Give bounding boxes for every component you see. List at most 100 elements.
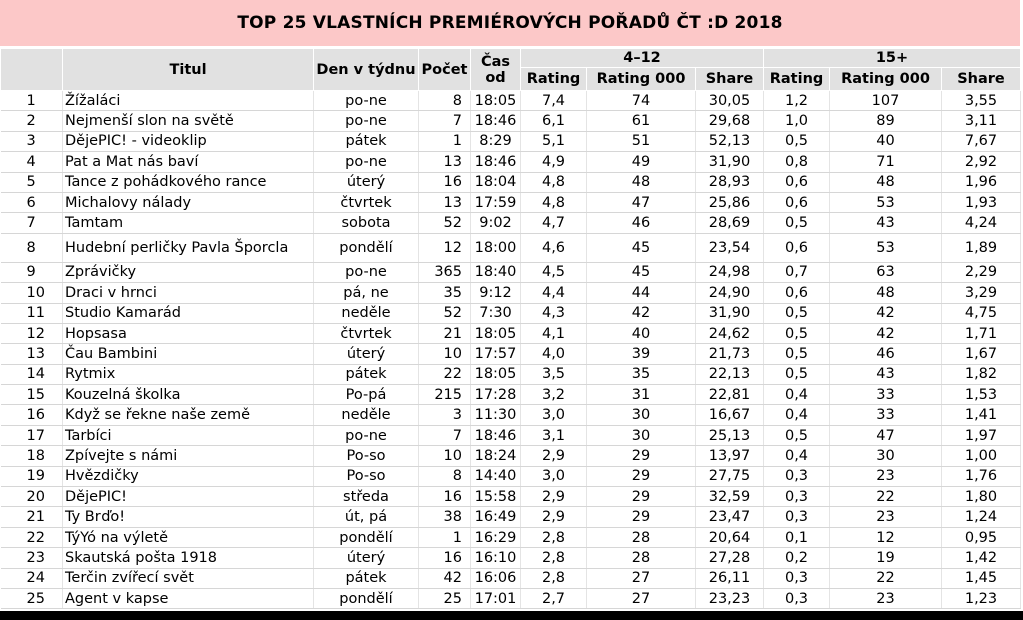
cell-cas: 18:46 bbox=[470, 425, 521, 447]
cell-adults-share: 1,53 bbox=[941, 384, 1021, 406]
cell-den: úterý bbox=[313, 343, 419, 365]
cell-titul: Rytmix bbox=[62, 364, 314, 386]
cell-adults-rating: 0,5 bbox=[763, 131, 830, 153]
cell-cas: 17:57 bbox=[470, 343, 521, 365]
cell-kids-share: 24,90 bbox=[695, 282, 764, 304]
cell-titul: DějePIC! - videoklip bbox=[62, 131, 314, 153]
table-row: 16 Když se řekne naše země neděle 3 11:30 3,0… bbox=[0, 404, 1021, 426]
cell-kids-share: 22,13 bbox=[695, 364, 764, 386]
cell-kids-rating000: 27 bbox=[586, 568, 696, 589]
cell-titul: Hudební perličky Pavla Šporcla bbox=[62, 233, 314, 263]
cell-den: neděle bbox=[313, 404, 419, 426]
table-row: 22 TýYó na výletě pondělí 1 16:29 2,8 28 20,64 0… bbox=[0, 527, 1021, 549]
header-adults-rating000: Rating 000 bbox=[829, 67, 942, 91]
cell-kids-rating: 3,1 bbox=[520, 425, 587, 447]
cell-den: po-ne bbox=[313, 151, 419, 173]
cell-kids-rating: 2,8 bbox=[520, 568, 587, 589]
cell-adults-rating: 0,6 bbox=[763, 282, 830, 304]
cell-adults-rating: 0,6 bbox=[763, 172, 830, 193]
cell-rank: 8 bbox=[0, 233, 63, 263]
cell-adults-rating: 0,3 bbox=[763, 486, 830, 508]
cell-pocet: 8 bbox=[418, 90, 471, 112]
cell-titul: Čau Bambini bbox=[62, 343, 314, 365]
table-row: 20 DějePIC! středa 16 15:58 2,9 29 32,59 0,3 22 1,… bbox=[0, 486, 1021, 508]
cell-pocet: 13 bbox=[418, 192, 471, 214]
cell-rank: 5 bbox=[0, 172, 63, 193]
cell-cas: 16:10 bbox=[470, 547, 521, 569]
cell-den: pondělí bbox=[313, 588, 419, 610]
cell-adults-rating000: 23 bbox=[829, 466, 942, 488]
cell-den: po-ne bbox=[313, 262, 419, 284]
cell-adults-share: 4,24 bbox=[941, 212, 1021, 234]
cell-titul: Zpívejte s námi bbox=[62, 445, 314, 467]
cell-kids-rating000: 51 bbox=[586, 131, 696, 153]
cell-adults-share: 4,75 bbox=[941, 303, 1021, 324]
cell-kids-rating000: 30 bbox=[586, 425, 696, 447]
cell-kids-rating000: 27 bbox=[586, 588, 696, 610]
cell-rank: 11 bbox=[0, 303, 63, 324]
cell-pocet: 16 bbox=[418, 547, 471, 569]
cell-kids-rating: 3,0 bbox=[520, 404, 587, 426]
cell-den: po-ne bbox=[313, 90, 419, 112]
cell-kids-rating000: 40 bbox=[586, 323, 696, 345]
cell-pocet: 42 bbox=[418, 568, 471, 589]
cell-cas: 9:12 bbox=[470, 282, 521, 304]
cell-adults-share: 3,11 bbox=[941, 110, 1021, 132]
report-title: TOP 25 VLASTNÍCH PREMIÉROVÝCH POŘADŮ ČT … bbox=[0, 0, 1020, 48]
cell-cas: 7:30 bbox=[470, 303, 521, 324]
header-pocet: Počet bbox=[418, 48, 471, 91]
cell-rank: 22 bbox=[0, 527, 63, 549]
cell-cas: 18:24 bbox=[470, 445, 521, 467]
cell-kids-share: 16,67 bbox=[695, 404, 764, 426]
table-body: 1 Žížaláci po-ne 8 18:05 7,4 74 30,05 1,2 107 3,55… bbox=[0, 90, 1021, 610]
cell-rank: 7 bbox=[0, 212, 63, 234]
cell-adults-rating000: 46 bbox=[829, 343, 942, 365]
cell-kids-rating000: 29 bbox=[586, 486, 696, 508]
table-row: 2 Nejmenší slon na světě po-ne 7 18:46 6,1 61 2… bbox=[0, 110, 1021, 132]
cell-den: pátek bbox=[313, 131, 419, 153]
cell-adults-rating000: 23 bbox=[829, 506, 942, 528]
cell-kids-rating: 5,1 bbox=[520, 131, 587, 153]
table-row: 13 Čau Bambini úterý 10 17:57 4,0 39 21,73 0,5 46… bbox=[0, 343, 1021, 365]
cell-cas: 17:28 bbox=[470, 384, 521, 406]
cell-titul: Když se řekne naše země bbox=[62, 404, 314, 426]
cell-titul: Terčin zvířecí svět bbox=[62, 568, 314, 589]
cell-pocet: 35 bbox=[418, 282, 471, 304]
cell-adults-share: 1,45 bbox=[941, 568, 1021, 589]
cell-kids-share: 13,97 bbox=[695, 445, 764, 467]
cell-kids-rating: 2,9 bbox=[520, 445, 587, 467]
cell-adults-rating: 0,5 bbox=[763, 303, 830, 324]
header-rank bbox=[0, 48, 63, 91]
cell-kids-rating: 2,9 bbox=[520, 486, 587, 508]
cell-den: pondělí bbox=[313, 527, 419, 549]
cell-adults-rating: 1,2 bbox=[763, 90, 830, 112]
cell-titul: Tarbíci bbox=[62, 425, 314, 447]
cell-adults-rating000: 30 bbox=[829, 445, 942, 467]
cell-kids-share: 31,90 bbox=[695, 151, 764, 173]
cell-den: úterý bbox=[313, 547, 419, 569]
cell-adults-rating000: 48 bbox=[829, 172, 942, 193]
table-row: 21 Ty Brďo! út, pá 38 16:49 2,9 29 23,47 0,3 23 1,… bbox=[0, 506, 1021, 528]
cell-rank: 23 bbox=[0, 547, 63, 569]
cell-den: pá, ne bbox=[313, 282, 419, 304]
cell-adults-rating: 0,5 bbox=[763, 323, 830, 345]
header-kids-share: Share bbox=[695, 67, 764, 91]
cell-rank: 19 bbox=[0, 466, 63, 488]
cell-kids-share: 28,93 bbox=[695, 172, 764, 193]
cell-pocet: 22 bbox=[418, 364, 471, 386]
cell-titul: DějePIC! bbox=[62, 486, 314, 508]
cell-cas: 17:01 bbox=[470, 588, 521, 610]
cell-titul: Michalovy nálady bbox=[62, 192, 314, 214]
cell-den: Po-so bbox=[313, 466, 419, 488]
cell-adults-share: 1,00 bbox=[941, 445, 1021, 467]
cell-kids-rating000: 49 bbox=[586, 151, 696, 173]
cell-kids-rating: 3,0 bbox=[520, 466, 587, 488]
cell-adults-rating: 1,0 bbox=[763, 110, 830, 132]
cell-adults-share: 1,71 bbox=[941, 323, 1021, 345]
table-row: 9 Zprávičky po-ne 365 18:40 4,5 45 24,98 0,7 63 2,… bbox=[0, 262, 1021, 284]
cell-kids-share: 28,69 bbox=[695, 212, 764, 234]
cell-pocet: 21 bbox=[418, 323, 471, 345]
cell-adults-rating000: 43 bbox=[829, 364, 942, 386]
cell-pocet: 365 bbox=[418, 262, 471, 284]
